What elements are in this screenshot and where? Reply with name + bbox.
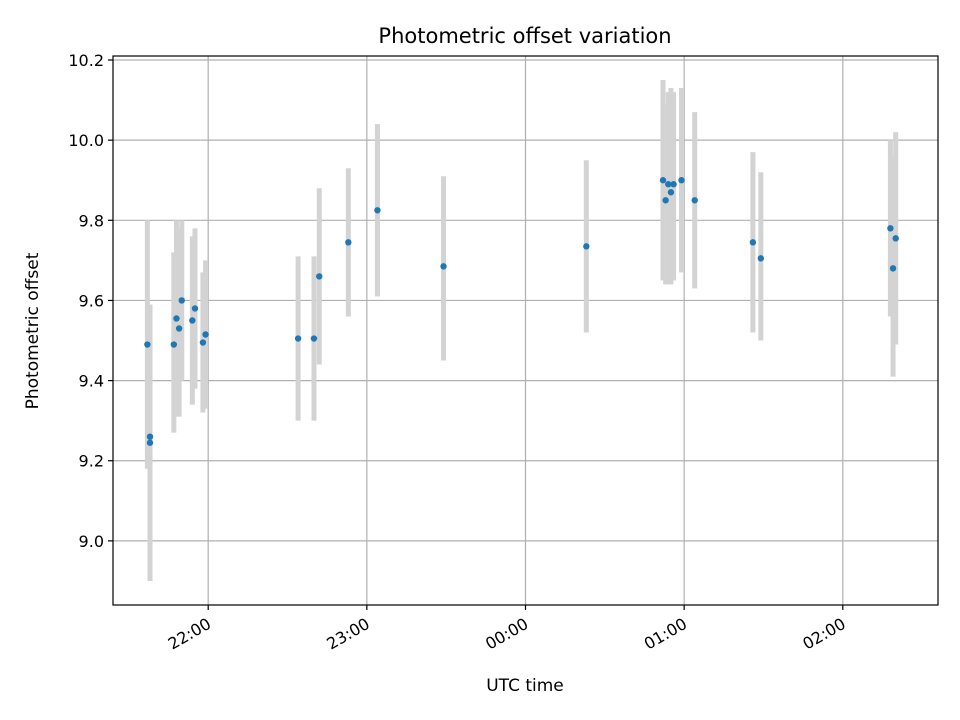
data-point [749,239,757,246]
grid [113,56,938,605]
data-point [316,273,323,280]
data-point [146,439,154,446]
data-point [173,315,180,322]
data-point [310,335,318,342]
y-tick-label: 9.0 [79,532,104,551]
x-tick-label: 22:00 [165,614,214,654]
data-point [189,317,196,324]
data-point [440,263,447,270]
data-point [659,177,667,184]
data-point [178,297,185,304]
y-tick-label: 9.2 [79,452,104,471]
data-point [202,331,209,338]
chart-title: Photometric offset variation [378,24,671,48]
data-point [757,255,765,262]
error-bars [144,80,899,581]
data-point [892,235,899,242]
x-axis-label: UTC time [486,676,564,696]
y-axis-label: Photometric offset [23,252,43,409]
data-point [144,341,151,348]
data-point [887,225,894,232]
data-point [691,197,698,204]
data-point [678,177,685,184]
x-tick-label: 00:00 [482,614,531,654]
data-point [345,239,352,246]
x-tick-label: 01:00 [641,614,690,654]
data-point [374,207,381,214]
y-tick-label: 9.8 [79,211,104,230]
data-points [144,177,899,446]
data-point [889,265,897,272]
y-tick-label: 10.2 [68,51,104,70]
data-point [191,305,199,312]
data-point [670,181,677,188]
x-tick-label: 02:00 [799,614,848,654]
data-point [667,189,675,196]
data-point [170,341,178,348]
y-axis-ticks: 9.0 9.2 9.4 9.6 9.8 10.0 10.2 [68,51,113,551]
data-point [294,335,302,342]
x-axis-ticks: 22:00 23:00 00:00 01:00 02:00 [165,605,849,654]
x-tick-label: 23:00 [323,614,372,654]
y-tick-label: 10.0 [68,131,104,150]
data-point [199,339,207,346]
data-point [583,243,590,250]
data-point [665,181,672,188]
data-point [662,197,669,204]
y-tick-label: 9.6 [79,291,104,310]
data-point [146,433,154,440]
data-point [175,325,183,332]
y-tick-label: 9.4 [79,372,104,391]
